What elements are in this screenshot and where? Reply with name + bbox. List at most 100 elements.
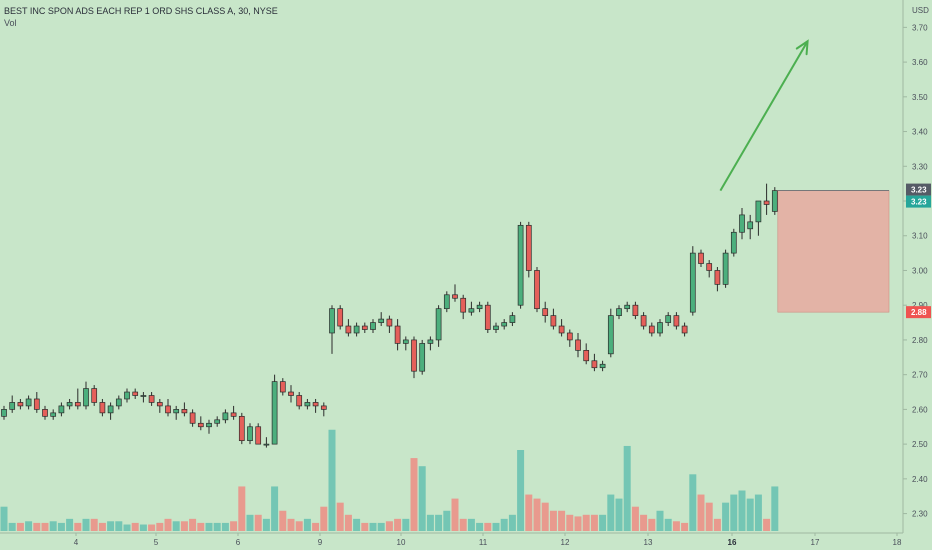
candle [271, 374, 278, 445]
candle [50, 409, 57, 420]
candle-body [156, 402, 163, 407]
candle-body [279, 381, 286, 393]
price-tick-label: 3.10 [912, 232, 928, 241]
candle-body [665, 315, 672, 323]
candle-body [714, 270, 721, 285]
candle-body [197, 422, 204, 428]
time-tick-label: 9 [318, 538, 323, 547]
candle [468, 301, 475, 316]
symbol-title[interactable]: BEST INC SPON ADS EACH REP 1 ORD SHS CLA… [4, 6, 278, 16]
volume-bar [82, 518, 90, 531]
candle [124, 388, 130, 403]
candle-body [509, 315, 516, 323]
candle-body [657, 322, 663, 334]
volume-bar [254, 514, 262, 531]
candle [378, 312, 385, 327]
price-tick-label: 2.30 [912, 510, 928, 519]
price-badge-bg [906, 306, 931, 319]
time-tick-label: 18 [893, 538, 902, 547]
candle-body [304, 402, 311, 407]
candle-body [58, 405, 65, 414]
candle-body [599, 363, 606, 369]
candle-body [698, 252, 704, 264]
candle [230, 405, 237, 420]
candle [747, 214, 754, 240]
candle [370, 319, 376, 333]
volume-bar [98, 522, 106, 531]
candle [115, 395, 122, 410]
candle-body [476, 304, 483, 310]
candle [189, 409, 196, 427]
candle-body [1, 409, 7, 417]
volume-bar [640, 514, 648, 531]
candle [624, 301, 631, 313]
candle [402, 336, 409, 351]
candle [312, 398, 319, 413]
candle [632, 301, 639, 320]
price-tick-label: 2.70 [912, 371, 928, 380]
volume-bar [336, 502, 344, 531]
volume-bar [139, 524, 147, 531]
volume-bar [476, 522, 484, 531]
candle-body [681, 325, 688, 334]
volume-bar [8, 522, 16, 531]
candle [599, 360, 606, 372]
volume-bar [107, 521, 115, 531]
arrow-shaft [719, 40, 809, 192]
time-tick-label: 11 [479, 538, 488, 547]
volume-bar [123, 524, 131, 531]
volume-bar [664, 518, 672, 531]
volume-bar [590, 514, 598, 531]
candle-body [689, 252, 696, 313]
volume-bar [697, 494, 705, 531]
candle [181, 402, 188, 417]
price-tick-label: 2.80 [912, 336, 928, 345]
candle [58, 402, 65, 417]
candle-body [50, 412, 57, 417]
candle [509, 312, 516, 327]
volume-bar [279, 510, 287, 531]
candle-body [452, 294, 458, 299]
candle-body [484, 304, 491, 330]
candle [501, 319, 508, 330]
candle [739, 207, 745, 240]
price-badge-bg [906, 195, 931, 208]
volume-bar [172, 521, 180, 531]
candle [329, 305, 335, 354]
candle-body [132, 391, 139, 396]
candle [17, 398, 24, 410]
candle-body [468, 308, 475, 313]
volume-bar [33, 522, 41, 531]
volume-bar [262, 518, 270, 531]
volume-bar [631, 506, 639, 531]
projection-arrow [719, 39, 809, 192]
candle [681, 322, 688, 337]
arrow-head [795, 39, 809, 56]
volume-bar [763, 518, 771, 531]
volume-bar [131, 522, 139, 531]
candle [33, 392, 40, 413]
time-tick-label: 13 [644, 538, 653, 547]
volume-bar [746, 498, 754, 531]
candle [337, 305, 344, 330]
volume-bar [689, 474, 697, 531]
candle-body [763, 200, 770, 205]
volume-bar [451, 498, 459, 531]
volume-bar [607, 494, 615, 531]
candle [255, 423, 262, 445]
candle [238, 412, 245, 445]
candle [648, 322, 655, 337]
candle-body [296, 395, 303, 407]
candle-body [345, 325, 352, 334]
candle [575, 332, 581, 358]
volume-bar [295, 521, 303, 531]
candle-body [517, 224, 524, 306]
candle-body [66, 402, 73, 407]
time-tick-label: 12 [561, 538, 570, 547]
volume-bar [517, 450, 525, 531]
volume-bar [615, 498, 623, 531]
price-tick-label: 3.60 [912, 58, 928, 67]
volume-bar [148, 524, 156, 531]
volume-bar [467, 518, 475, 531]
